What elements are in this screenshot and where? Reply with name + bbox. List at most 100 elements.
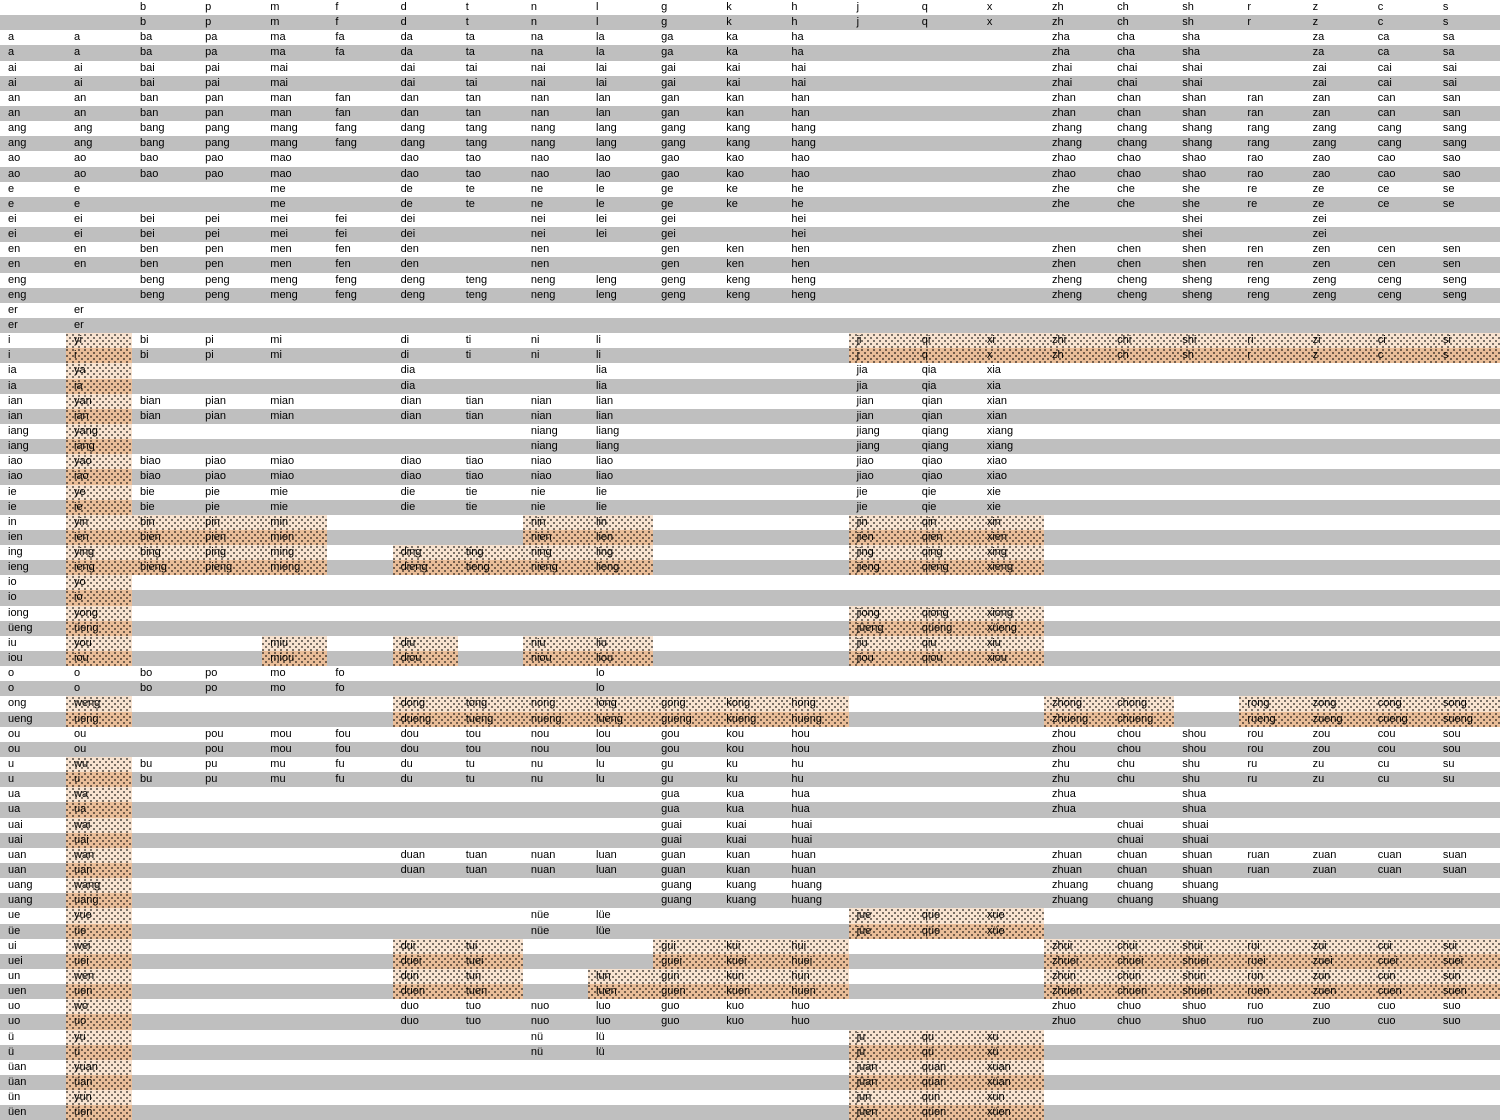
table-cell: hao <box>791 152 810 165</box>
table-cell: mi <box>270 334 282 347</box>
table-row: üe üe nüe lüe jüe qüe xüe <box>0 923 1500 939</box>
table-cell <box>1305 802 1370 817</box>
table-cell: kuan <box>726 848 751 861</box>
table-cell <box>1305 636 1370 651</box>
table-cell <box>1044 515 1109 530</box>
table-row: ang ang bang pang mang fang dang tang nang lang ga… <box>0 121 1500 137</box>
table-cell: piao <box>205 470 226 483</box>
cell-standalone-spelling: ua <box>66 802 132 818</box>
table-cell: ta <box>465 46 475 59</box>
table-cell: pou <box>205 727 224 740</box>
table-cell: ti <box>465 349 472 362</box>
table-cell: gan <box>661 91 680 104</box>
table-cell: chueng <box>1109 711 1175 727</box>
table-cell: qing <box>914 545 979 561</box>
table-row: ang ang bang pang mang fang dang tang nang lang ga… <box>0 136 1500 152</box>
table-cell <box>1239 636 1304 651</box>
table-cell: guo <box>661 1015 680 1028</box>
table-cell: miu <box>262 635 328 652</box>
table-cell <box>1239 878 1304 893</box>
table-cell: luo <box>596 1015 611 1028</box>
table-cell <box>327 545 392 560</box>
table-cell <box>653 500 718 515</box>
cell-standalone-spelling: io <box>66 590 132 606</box>
table-cell: qüeng <box>914 620 979 636</box>
table-cell: chen <box>1117 258 1141 271</box>
table-cell <box>979 999 1044 1014</box>
table-cell: tun <box>458 969 523 985</box>
table-row: ou ou pou mou fou dou tou nou lou gou kou hou zhou ch… <box>0 741 1500 758</box>
table-cell: jüan <box>849 1074 914 1091</box>
table-cell <box>718 454 783 469</box>
table-cell: huai <box>791 833 813 846</box>
table-cell: gen <box>661 258 680 271</box>
table-row: e e me de te ne le ge ke he zhe che she re ze ce se <box>0 196 1500 212</box>
table-cell <box>718 348 783 363</box>
table-cell <box>327 575 392 590</box>
table-cell: chang <box>1117 122 1148 135</box>
table-cell <box>262 318 327 333</box>
table-cell: gang <box>661 137 686 150</box>
table-cell: ken <box>726 243 745 256</box>
table-cell <box>1370 621 1435 636</box>
table-cell <box>458 787 523 802</box>
table-cell: lu <box>596 773 605 786</box>
cell-standalone-spelling: yo <box>66 575 132 591</box>
table-cell: guang <box>661 894 692 907</box>
table-cell <box>849 136 914 151</box>
table-cell <box>458 303 523 318</box>
table-cell <box>783 439 848 454</box>
table-cell <box>458 681 523 696</box>
table-cell: ha <box>791 46 804 59</box>
table-cell: xieng <box>979 560 1044 576</box>
table-cell <box>1239 485 1304 500</box>
table-cell: ce <box>1377 197 1390 210</box>
table-cell: kuang <box>726 879 757 892</box>
table-cell <box>1370 303 1435 318</box>
table-cell: kai <box>726 76 741 89</box>
table-row: en en ben pen men fen den nen gen ken hen zhen chen s… <box>0 257 1500 273</box>
table-cell: mang <box>270 137 298 150</box>
cell-standalone-spelling: o <box>74 667 81 680</box>
row-label-final: ei <box>8 228 17 241</box>
table-cell: me <box>270 197 286 210</box>
table-cell <box>588 257 653 272</box>
table-cell <box>458 621 523 636</box>
table-cell <box>393 590 458 605</box>
table-cell <box>718 1075 783 1090</box>
table-cell: ga <box>661 31 674 44</box>
table-cell <box>1305 303 1370 318</box>
table-cell <box>327 167 392 182</box>
table-cell: hong <box>783 696 849 712</box>
table-row: iou iou miou diou niou liou jiou qiou xiou <box>0 651 1500 667</box>
table-cell: fen <box>335 258 351 271</box>
table-cell <box>979 76 1044 91</box>
table-cell <box>1109 666 1174 681</box>
table-cell: chu <box>1117 758 1135 771</box>
table-cell: mai <box>270 61 289 74</box>
table-cell: li <box>596 334 601 347</box>
table-cell: qiang <box>921 440 949 453</box>
row-label-final: ai <box>8 61 17 74</box>
table-cell: feng <box>335 273 357 286</box>
table-row: a a ba pa ma fa da ta na la ga ka ha zha cha sha za ca sa <box>0 30 1500 46</box>
table-cell: fang <box>335 122 357 135</box>
table-cell <box>1370 681 1435 696</box>
table-cell: su <box>1442 758 1455 771</box>
table-cell: lü <box>596 1030 605 1043</box>
table-cell: fo <box>335 682 345 695</box>
table-cell: xiou <box>979 651 1044 667</box>
table-row: iong yong jiong qiong xiong <box>0 605 1500 621</box>
table-cell <box>327 61 392 76</box>
table-cell: neng <box>530 273 556 286</box>
table-cell <box>979 61 1044 76</box>
table-cell <box>1174 651 1239 666</box>
table-cell: zheng <box>1052 288 1082 301</box>
table-cell <box>1044 560 1109 575</box>
table-cell <box>653 621 718 636</box>
table-cell: shuang <box>1182 879 1219 892</box>
table-cell: hun <box>783 969 849 985</box>
table-cell <box>523 787 588 802</box>
table-cell: lü <box>596 1045 605 1058</box>
table-cell: pi <box>205 334 214 347</box>
